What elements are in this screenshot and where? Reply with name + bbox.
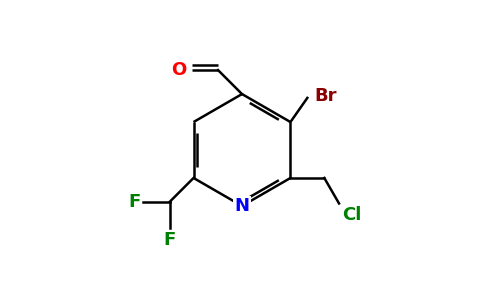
Text: N: N — [235, 197, 249, 215]
Text: Br: Br — [315, 87, 337, 105]
Text: F: F — [164, 231, 176, 249]
Text: Cl: Cl — [342, 206, 362, 224]
Text: F: F — [128, 193, 140, 211]
Text: O: O — [171, 61, 186, 79]
